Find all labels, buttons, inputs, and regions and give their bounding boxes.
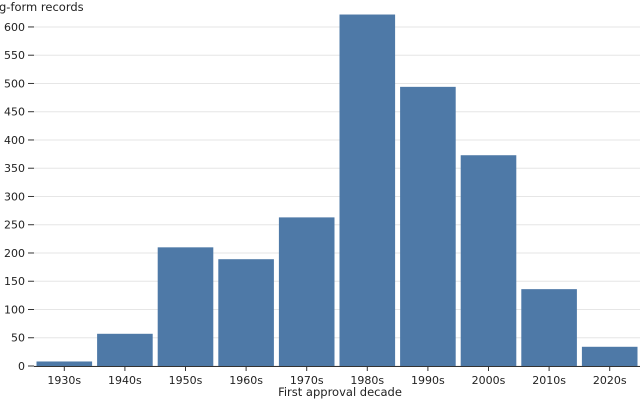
bar-1970s (278, 217, 335, 366)
x-tick-label-2010s: 2010s (532, 374, 566, 387)
y-tick-label-0: 0 (18, 360, 25, 373)
x-tick-label-2000s: 2000s (472, 374, 506, 387)
gridlines (34, 26, 640, 367)
y-tick-label-50: 50 (11, 332, 25, 345)
y-axis: 0 50 100 150 200 250 300 350 400 450 500 550 600 (4, 21, 34, 373)
x-tick-label-1980s: 1980s (350, 374, 384, 387)
bars (36, 14, 638, 367)
x-tick-label-1990s: 1990s (411, 374, 445, 387)
bar-2020s (581, 346, 638, 366)
x-tick-label-1960s: 1960s (229, 374, 263, 387)
x-tick-label-1930s: 1930s (47, 374, 81, 387)
x-axis-label: First approval decade (278, 385, 402, 399)
x-tick-label-1950s: 1950s (169, 374, 203, 387)
x-tick-label-2020s: 2020s (593, 374, 627, 387)
bar-2010s (521, 289, 577, 366)
x-axis: 1930s 1940s 1950s 1960s 1970s 1980s 1990s 2000s… (34, 366, 640, 387)
y-axis-label: g-form records (0, 0, 84, 14)
x-tick-label-1970s: 1970s (290, 374, 324, 387)
y-tick-label-600: 600 (4, 21, 25, 34)
y-tick-label-400: 400 (4, 134, 25, 147)
y-tick-label-450: 450 (4, 106, 25, 119)
bar-1990s (400, 86, 456, 366)
bar-1940s (97, 333, 153, 366)
x-tick-label-1940s: 1940s (108, 374, 142, 387)
bar-1980s (339, 14, 396, 367)
y-tick-label-100: 100 (4, 303, 25, 316)
y-tick-label-550: 550 (4, 49, 25, 62)
bar-2000s (460, 155, 517, 366)
bar-1950s (157, 247, 214, 366)
y-tick-label-200: 200 (4, 247, 25, 260)
y-tick-label-500: 500 (4, 77, 25, 90)
bar-1930s (36, 361, 93, 366)
y-tick-label-250: 250 (4, 219, 25, 232)
y-tick-label-150: 150 (4, 275, 25, 288)
bar-1960s (218, 259, 274, 366)
y-tick-label-300: 300 (4, 190, 25, 203)
y-tick-label-350: 350 (4, 162, 25, 175)
